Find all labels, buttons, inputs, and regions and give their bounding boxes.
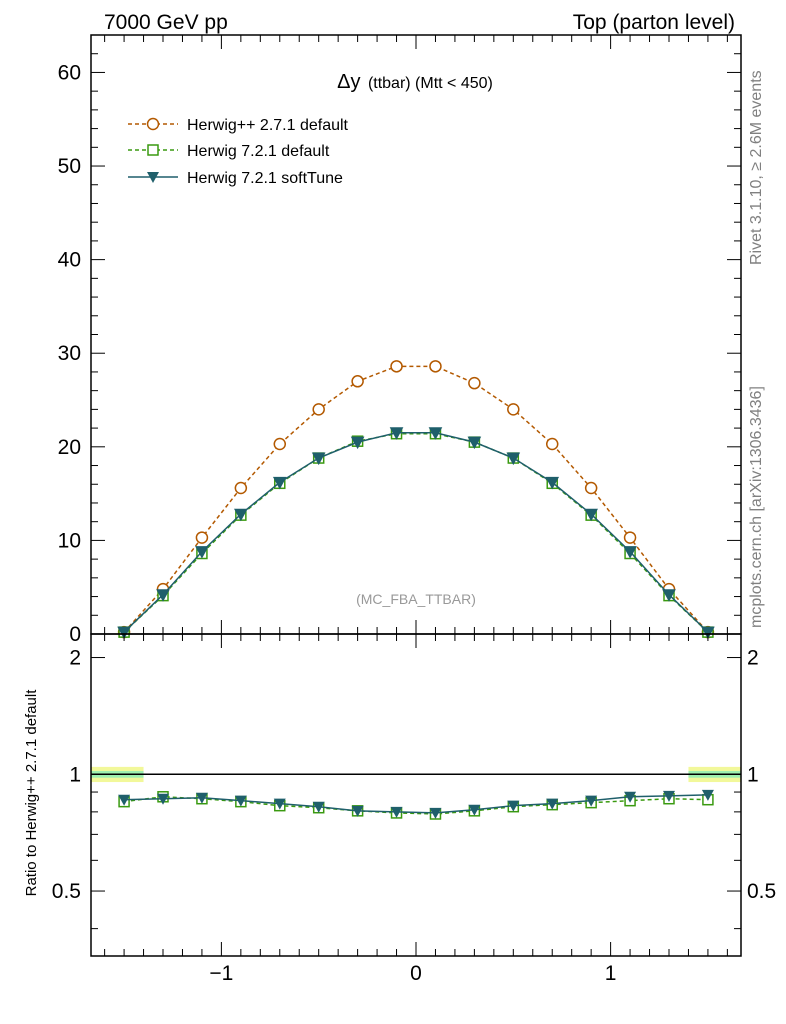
- ratio-frame: [90, 633, 742, 957]
- data-point-triangle: [623, 546, 637, 559]
- ratio-y-tick-label-left: 0.5: [52, 880, 81, 903]
- data-point-circle: [468, 376, 481, 390]
- data-point-circle: [273, 437, 287, 451]
- data-point-triangle: [701, 626, 715, 640]
- legend-label: Herwig 7.2.1 default: [187, 143, 330, 160]
- x-tick-label: 0: [410, 962, 422, 985]
- y-tick-label: 40: [58, 249, 81, 272]
- data-point-triangle: [389, 427, 404, 440]
- legend-label: Herwig++ 2.7.1 default: [187, 117, 349, 134]
- plot-title: Δy (ttbar) (Mtt < 450): [337, 71, 493, 93]
- ratio-series-layer: [91, 773, 741, 820]
- ratio-point-triangle: [273, 798, 286, 810]
- data-point-circle: [351, 375, 364, 388]
- x-tick-label: 1: [605, 962, 617, 985]
- data-point-circle: [623, 531, 637, 544]
- main-axis-ticks: [91, 34, 741, 635]
- data-point-triangle: [311, 452, 326, 466]
- ratio-point-triangle: [118, 794, 131, 806]
- legend-marker-circle: [146, 117, 160, 131]
- data-point-triangle: [156, 589, 170, 602]
- ratio-point-triangle: [507, 800, 520, 812]
- y-tick-label: 50: [58, 155, 81, 178]
- ratio-point-triangle: [157, 793, 170, 805]
- ratio-point-triangle: [468, 804, 481, 816]
- header-left-label: 7000 GeV pp: [104, 11, 228, 34]
- ratio-point-triangle: [429, 807, 442, 819]
- main-plot-panel: 0 10 20 30 40 50 60 Δy (ttbar) (Mtt < 450) (MC…: [58, 34, 742, 646]
- main-series-layer: [117, 360, 715, 640]
- ratio-axis-ticks: [91, 634, 741, 956]
- series-line: [123, 432, 709, 633]
- y-tick-label: 30: [58, 342, 81, 365]
- ratio-y-axis-label: Ratio to Herwig++ 2.7.1 default: [23, 689, 40, 897]
- ratio-series-line: [123, 796, 708, 815]
- data-point-triangle: [506, 452, 521, 466]
- data-point-triangle: [662, 589, 676, 602]
- ratio-y-tick-labels: 0.5 0.5 1 1 2 2: [52, 647, 776, 904]
- data-point-triangle: [234, 508, 248, 522]
- x-tick-labels: −1 0 1: [209, 962, 616, 985]
- series-line: [123, 365, 709, 633]
- y-tick-label: 10: [58, 529, 81, 552]
- ratio-point-triangle: [390, 806, 403, 818]
- analysis-watermark: (MC_FBA_TTBAR): [356, 591, 476, 607]
- ratio-point-triangle: [701, 789, 714, 801]
- data-point-triangle: [428, 427, 443, 440]
- ratio-point-triangle: [662, 790, 675, 802]
- legend-marker-square: [147, 144, 159, 156]
- ratio-point-triangle: [351, 805, 364, 817]
- data-point-triangle: [545, 476, 560, 490]
- data-point-triangle: [272, 476, 287, 490]
- data-point-triangle: [195, 546, 209, 559]
- data-point-circle: [507, 403, 520, 416]
- ratio-point-triangle: [234, 795, 247, 807]
- legend: Herwig++ 2.7.1 default Herwig 7.2.1 defau…: [128, 117, 349, 187]
- ratio-point-triangle: [585, 795, 598, 807]
- ratio-y-tick-label-left: 2: [69, 647, 81, 670]
- ratio-plot-panel: 0.5 0.5 1 1 2 2 −1 0 1 Ratio to Herwig++ 2.7.1 …: [23, 633, 776, 985]
- rivet-version-label: Rivet 3.1.10, ≥ 2.6M events: [748, 70, 765, 265]
- legend-label: Herwig 7.2.1 softTune: [187, 170, 343, 187]
- legend-marker-triangle: [147, 172, 159, 183]
- ratio-point-triangle: [195, 792, 208, 804]
- ratio-y-tick-label-right: 2: [747, 647, 759, 670]
- data-point-circle: [390, 360, 403, 373]
- plot-title-main: Δy: [337, 71, 360, 93]
- data-point-triangle: [117, 626, 131, 640]
- y-tick-label: 20: [58, 436, 81, 459]
- series-line: [123, 432, 709, 633]
- ratio-series-line: [124, 794, 708, 814]
- plot-title-sub: (ttbar) (Mtt < 450): [368, 75, 493, 92]
- data-point-circle: [234, 481, 248, 495]
- ratio-y-tick-label-right: 0.5: [747, 880, 776, 903]
- ratio-point-triangle: [624, 791, 637, 803]
- y-tick-label: 60: [58, 61, 81, 84]
- main-y-tick-labels: 0 10 20 30 40 50 60: [58, 61, 81, 646]
- x-tick-label: −1: [209, 962, 233, 985]
- data-point-triangle: [584, 508, 598, 522]
- ratio-y-tick-label-left: 1: [69, 763, 81, 786]
- data-point-circle: [312, 403, 325, 416]
- data-point-triangle: [467, 436, 482, 450]
- header-right-label: Top (parton level): [573, 11, 735, 34]
- data-point-circle: [545, 437, 559, 451]
- mcplots-credit-label: mcplots.cern.ch [arXiv:1306.3436]: [748, 386, 765, 628]
- data-point-triangle: [350, 436, 365, 450]
- data-point-circle: [429, 360, 442, 373]
- ratio-y-tick-label-right: 1: [747, 763, 759, 786]
- data-point-circle: [584, 481, 598, 495]
- data-point-circle: [195, 531, 209, 544]
- y-tick-label: 0: [69, 623, 81, 646]
- ratio-point-triangle: [546, 798, 559, 810]
- ratio-point-triangle: [312, 801, 325, 813]
